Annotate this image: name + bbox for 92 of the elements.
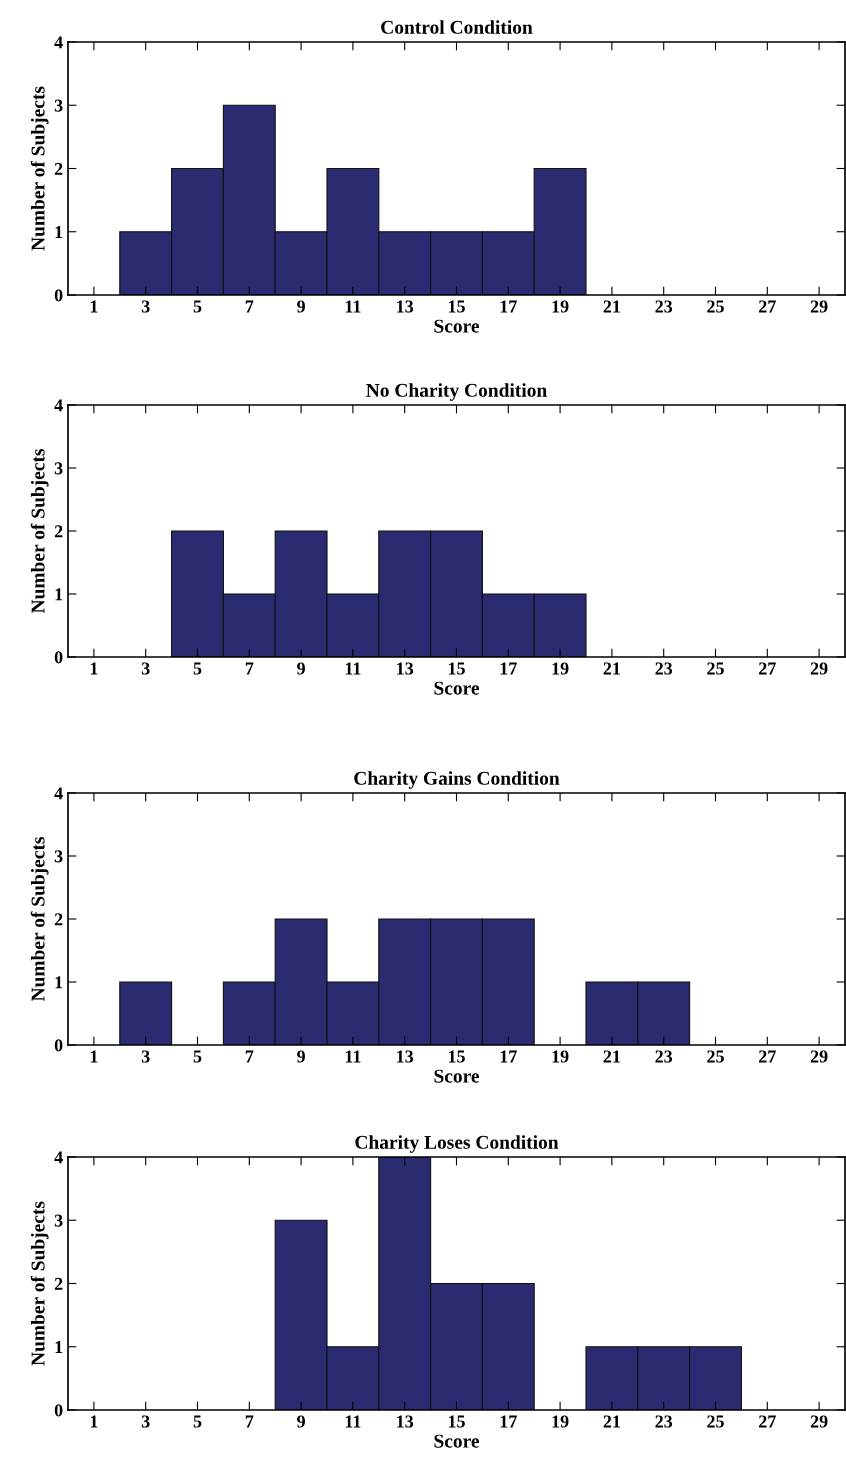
y-axis-title: Number of Subjects	[30, 1201, 49, 1366]
x-tick-label: 13	[397, 1050, 414, 1063]
x-tick-label: 23	[655, 662, 673, 675]
x-tick-label: 3	[141, 662, 150, 675]
x-tick-label: 25	[707, 1050, 724, 1063]
x-tick-label: 1	[90, 1050, 98, 1063]
y-tick-label: 4	[54, 787, 63, 800]
chart-title: Charity Loses Condition	[355, 1135, 559, 1153]
y-tick-label: 0	[54, 1039, 63, 1052]
y-tick-label: 2	[54, 525, 63, 538]
y-tick-label: 0	[54, 651, 63, 664]
x-tick-label: 5	[193, 1415, 202, 1428]
y-tick-label: 2	[54, 162, 63, 175]
y-tick-label: 4	[54, 399, 63, 412]
chart-title: Charity Gains Condition	[354, 771, 560, 789]
y-tick-label: 3	[54, 462, 63, 475]
x-tick-label: 7	[245, 662, 254, 675]
x-tick-label: 5	[193, 1050, 202, 1063]
x-tick-label: 29	[810, 1415, 828, 1428]
x-tick-label: 19	[552, 1415, 569, 1428]
x-tick-label: 11	[345, 662, 361, 675]
x-tick-label: 7	[245, 1415, 254, 1428]
x-tick-label: 7	[245, 1050, 254, 1063]
y-tick-label: 0	[54, 289, 63, 302]
x-tick-label: 19	[552, 1050, 569, 1063]
x-tick-label: 17	[500, 300, 517, 313]
y-tick-label: 1	[55, 1341, 63, 1354]
x-tick-label: 5	[193, 300, 202, 313]
x-tick-label: 25	[707, 300, 724, 313]
x-tick-label: 27	[759, 300, 776, 313]
y-tick-label: 1	[55, 226, 63, 239]
x-tick-label: 13	[397, 662, 414, 675]
x-tick-label: 1	[90, 1415, 98, 1428]
x-tick-label: 1	[90, 662, 98, 675]
y-tick-label: 3	[54, 1214, 63, 1227]
x-tick-label: 29	[810, 1050, 828, 1063]
y-tick-label: 2	[54, 913, 63, 926]
x-tick-label: 9	[297, 300, 305, 313]
x-tick-label: 3	[141, 1050, 150, 1063]
y-tick-label: 2	[54, 1277, 63, 1290]
x-tick-label: 11	[345, 1050, 361, 1063]
chart-title: Control Condition	[381, 20, 533, 34]
x-axis-title: Score	[434, 319, 480, 333]
x-tick-label: 13	[397, 300, 414, 313]
x-tick-label: 21	[603, 1050, 620, 1063]
y-tick-label: 4	[54, 1151, 63, 1164]
y-axis-title: Number of Subjects	[30, 837, 49, 1002]
x-tick-label: 17	[500, 662, 517, 675]
y-tick-label: 3	[54, 99, 63, 112]
x-tick-label: 21	[603, 662, 620, 675]
x-tick-label: 29	[810, 300, 828, 313]
chart-title: No Charity Condition	[366, 383, 547, 401]
x-tick-label: 19	[552, 300, 569, 313]
x-tick-label: 21	[603, 300, 620, 313]
x-axis-title: Score	[434, 1069, 480, 1083]
x-tick-label: 17	[500, 1050, 517, 1063]
x-tick-label: 15	[448, 1050, 465, 1063]
x-tick-label: 9	[297, 1415, 305, 1428]
x-tick-label: 3	[141, 1415, 150, 1428]
x-tick-label: 23	[655, 1415, 673, 1428]
y-tick-label: 1	[55, 588, 63, 601]
y-tick-label: 0	[54, 1404, 63, 1417]
x-tick-label: 23	[655, 300, 673, 313]
x-tick-label: 19	[552, 662, 569, 675]
x-tick-label: 7	[245, 300, 254, 313]
x-tick-label: 27	[759, 1050, 776, 1063]
x-tick-label: 9	[297, 662, 305, 675]
x-tick-label: 15	[448, 1415, 465, 1428]
x-tick-label: 21	[603, 1415, 620, 1428]
x-tick-label: 11	[345, 300, 361, 313]
x-tick-label: 3	[141, 300, 150, 313]
y-axis-title: Number of Subjects	[30, 86, 49, 251]
y-tick-label: 3	[54, 850, 63, 863]
x-tick-label: 5	[193, 662, 202, 675]
x-tick-label: 23	[655, 1050, 673, 1063]
x-tick-label: 25	[707, 662, 724, 675]
x-tick-label: 15	[448, 300, 465, 313]
x-tick-label: 25	[707, 1415, 724, 1428]
x-tick-label: 15	[448, 662, 465, 675]
x-tick-label: 1	[90, 300, 98, 313]
y-axis-title: Number of Subjects	[30, 449, 49, 614]
x-tick-label: 17	[500, 1415, 517, 1428]
x-tick-label: 9	[297, 1050, 305, 1063]
x-tick-label: 13	[397, 1415, 414, 1428]
x-axis-title: Score	[434, 681, 480, 695]
y-tick-label: 4	[54, 36, 63, 49]
x-tick-label: 27	[759, 662, 776, 675]
x-tick-label: 27	[759, 1415, 776, 1428]
y-tick-label: 1	[55, 976, 63, 989]
x-tick-label: 11	[345, 1415, 361, 1428]
x-tick-label: 29	[810, 662, 828, 675]
x-axis-title: Score	[434, 1434, 480, 1448]
